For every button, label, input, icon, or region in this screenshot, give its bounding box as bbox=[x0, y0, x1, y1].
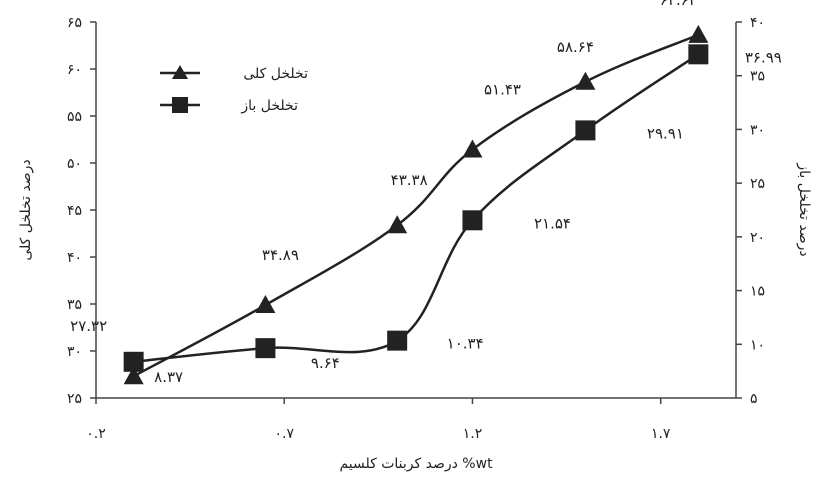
open-porosity-point bbox=[688, 44, 709, 65]
y-left-tick-label: ۵۵ bbox=[67, 109, 82, 125]
total-porosity-point bbox=[255, 295, 276, 314]
x-tick-label: ۰.۷ bbox=[274, 426, 294, 442]
y-right-tick-label: ۴۰ bbox=[750, 15, 765, 31]
open-porosity-point bbox=[255, 338, 276, 359]
y-left-tick-label: ۳۵ bbox=[67, 297, 82, 313]
y-left-tick-label: ۶۰ bbox=[67, 62, 82, 78]
y-right-tick-label: ۲۵ bbox=[750, 176, 765, 192]
x-tick-label: ۱.۷ bbox=[651, 426, 671, 442]
total-porosity-point bbox=[688, 24, 709, 43]
y-left-tick-label: ۲۵ bbox=[67, 391, 82, 407]
open-porosity-point bbox=[462, 210, 483, 231]
y-left-tick-label: ۵۰ bbox=[67, 156, 82, 172]
total-porosity-label: ۴۳.۳۸ bbox=[391, 171, 428, 189]
legend-open-label: تخلخل باز bbox=[240, 98, 298, 114]
total-porosity-line bbox=[133, 33, 699, 378]
total-porosity-label: ۳۴.۸۹ bbox=[262, 246, 299, 264]
legend-total-label: تخلخل کلی bbox=[243, 66, 308, 82]
legend-total-marker bbox=[172, 65, 188, 79]
total-porosity-label: ۵۸.۶۴ bbox=[557, 38, 594, 56]
open-porosity-label: ۲۱.۵۴ bbox=[534, 214, 571, 232]
open-porosity-label: ۲۹.۹۱ bbox=[647, 124, 684, 142]
y-right-tick-label: ۱۰ bbox=[750, 337, 765, 353]
y-left-tick-label: ۳۰ bbox=[67, 344, 82, 360]
y-left-tick-label: ۴۰ bbox=[67, 250, 82, 266]
open-porosity-label: ۳۶.۹۹ bbox=[745, 48, 782, 66]
total-porosity-label: ۵۱.۴۳ bbox=[484, 81, 521, 99]
x-axis-title: درصد کربنات کلسیم %wt bbox=[339, 456, 493, 472]
y-right-tick-label: ۲۰ bbox=[750, 230, 765, 246]
legend: تخلخل کلی تخلخل باز bbox=[160, 65, 308, 114]
open-porosity-label: ۹.۶۴ bbox=[311, 354, 340, 372]
x-tick-label: ۱.۲ bbox=[463, 426, 483, 442]
open-porosity-point bbox=[387, 330, 408, 351]
total-porosity-point bbox=[123, 366, 144, 385]
total-porosity-point bbox=[462, 139, 483, 158]
x-tick-label: ۰.۲ bbox=[86, 426, 106, 442]
y-right-tick-label: ۱۵ bbox=[750, 284, 765, 300]
legend-open-marker bbox=[172, 97, 188, 113]
right-axis-title: درصد تخلخل باز bbox=[796, 162, 812, 256]
y-right-tick-label: ۵ bbox=[750, 391, 758, 407]
total-porosity-label: ۶۲.۶۲ bbox=[660, 0, 697, 9]
left-axis-title: درصد تخلخل کلی bbox=[18, 159, 34, 260]
open-porosity-line bbox=[133, 53, 700, 364]
y-right-tick-label: ۳۵ bbox=[750, 69, 765, 85]
open-porosity-label: ۸.۳۷ bbox=[154, 368, 183, 386]
total-porosity-point bbox=[575, 71, 596, 90]
total-porosity-point bbox=[387, 215, 408, 234]
open-porosity-point bbox=[123, 351, 144, 372]
y-left-tick-label: ۴۵ bbox=[67, 203, 82, 219]
y-left-tick-label: ۶۵ bbox=[67, 15, 82, 31]
y-right-tick-label: ۳۰ bbox=[750, 122, 765, 138]
open-porosity-point bbox=[575, 120, 596, 141]
total-porosity-label: ۲۷.۳۲ bbox=[70, 317, 107, 335]
open-porosity-label: ۱۰.۳۴ bbox=[447, 335, 484, 353]
